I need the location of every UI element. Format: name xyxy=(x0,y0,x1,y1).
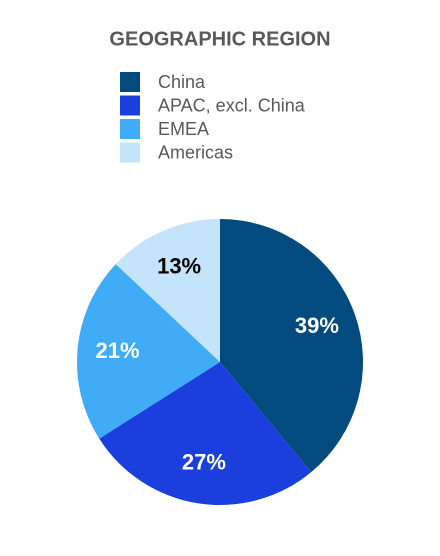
chart-title: GEOGRAPHIC REGION xyxy=(109,28,330,50)
pie-slice xyxy=(115,219,220,362)
value-label: 39% xyxy=(295,313,339,338)
legend-swatch xyxy=(120,72,140,92)
value-label: 21% xyxy=(95,338,139,363)
pie-slice xyxy=(99,362,312,505)
legend-swatch xyxy=(120,119,140,139)
value-label: 27% xyxy=(182,450,226,475)
legend-swatch xyxy=(120,95,140,116)
legend-label: EMEA xyxy=(158,119,209,139)
pie-slice xyxy=(77,264,220,439)
legend-label: Americas xyxy=(158,142,233,162)
value-label: 13% xyxy=(157,253,201,278)
legend-swatch xyxy=(120,142,140,163)
legend-label: China xyxy=(158,72,206,92)
pie-slice xyxy=(220,219,363,473)
legend-label: APAC, excl. China xyxy=(158,95,306,115)
